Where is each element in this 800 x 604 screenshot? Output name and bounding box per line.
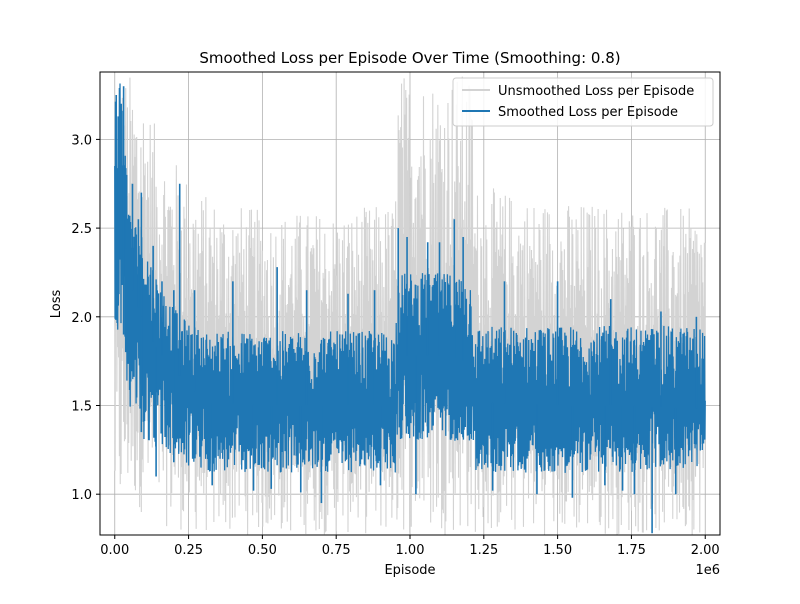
y-tick-label: 1.0 <box>71 488 92 503</box>
x-tick-label: 1.50 <box>543 543 572 558</box>
x-tick-label: 1.25 <box>469 543 498 558</box>
legend-label-smoothed: Smoothed Loss per Episode <box>498 105 678 120</box>
y-tick-label: 1.5 <box>71 400 92 415</box>
ticks: 0.00 0.25 0.50 0.75 1.00 1.25 1.50 1.75 2.00 1.0 1… <box>71 133 719 558</box>
x-axis-offset-label: 1e6 <box>695 563 720 578</box>
x-tick-label: 2.00 <box>691 543 720 558</box>
legend-box <box>452 77 714 127</box>
x-tick-label: 0.50 <box>248 543 277 558</box>
smoothed-loss-line <box>114 83 706 473</box>
chart-title: Smoothed Loss per Episode Over Time (Smo… <box>199 49 620 67</box>
x-axis-label: Episode <box>384 563 435 578</box>
y-tick-label: 2.0 <box>71 311 92 326</box>
legend: Unsmoothed Loss per Episode Smoothed Los… <box>452 77 714 127</box>
x-tick-label: 0.25 <box>174 543 203 558</box>
legend-label-unsmoothed: Unsmoothed Loss per Episode <box>498 84 694 99</box>
x-tick-label: 0.00 <box>100 543 129 558</box>
x-tick-label: 1.00 <box>396 543 425 558</box>
y-axis-label: Loss <box>49 290 64 319</box>
y-tick-label: 2.5 <box>71 222 92 237</box>
y-tick-label: 3.0 <box>71 133 92 148</box>
series-layer <box>114 76 706 535</box>
x-tick-label: 1.75 <box>617 543 646 558</box>
x-tick-label: 0.75 <box>322 543 351 558</box>
